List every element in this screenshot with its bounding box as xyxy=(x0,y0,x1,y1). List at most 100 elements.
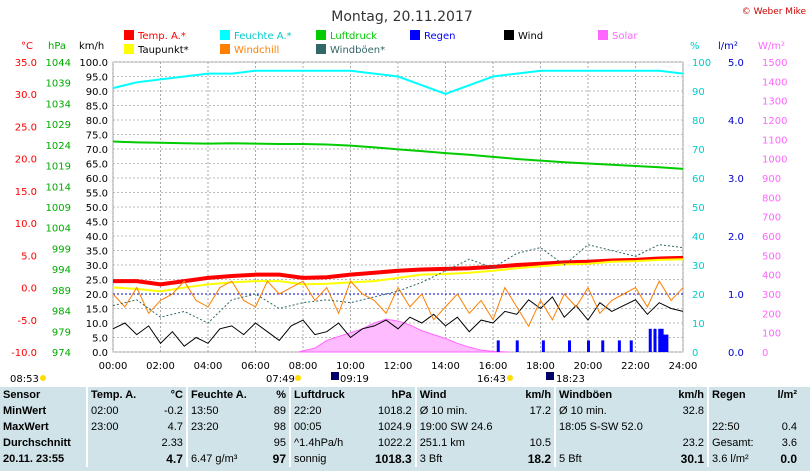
summary-cell-t_val: 4.7 xyxy=(166,452,183,466)
tick-label-humidity_pct: 90 xyxy=(692,87,705,98)
col-gust-unit: km/h xyxy=(678,389,705,401)
rain-bar xyxy=(665,334,669,352)
summary-cell-label: Durchschnitt xyxy=(3,437,71,449)
legend-swatch xyxy=(220,44,230,54)
summary-cell-r_val: 3.6 xyxy=(781,437,797,449)
summary-cell-g_desc: 18:05 S-SW 52.0 xyxy=(554,419,668,435)
rain-bar xyxy=(515,340,519,352)
tick-label-speed_kmh: 100.0 xyxy=(79,58,108,69)
tick-label-speed_kmh: 25.0 xyxy=(86,276,108,287)
summary-cell-p_val: 1018.3 xyxy=(374,452,412,466)
col-wind-unit: km/h xyxy=(525,389,552,401)
tick-label-speed_kmh: 50.0 xyxy=(86,203,108,214)
col-wind: Wind xyxy=(414,387,515,403)
summary-cell-p_val: 1022.2 xyxy=(378,437,412,449)
summary-cell-p_time: 00:05 xyxy=(289,419,362,435)
summary-cell-w_val xyxy=(515,419,556,435)
tick-label-pressure_hpa: 999 xyxy=(52,244,71,255)
tick-label-humidity_pct: 70 xyxy=(692,145,705,156)
legend-swatch xyxy=(316,44,326,54)
tick-label-speed_kmh: 5.0 xyxy=(92,334,108,345)
summary-cell-r_val xyxy=(768,403,800,419)
summary-cell-r_val: 0.0 xyxy=(780,452,797,466)
tick-label-temp_c: 0.0 xyxy=(21,284,37,295)
tick-label-speed_kmh: 30.0 xyxy=(86,261,108,272)
tick-label-temp_c: 25.0 xyxy=(15,122,37,133)
legend-swatch xyxy=(124,30,134,40)
x-tick-label: 12:00 xyxy=(384,361,413,372)
summary-cell-t_time: 23:00 xyxy=(86,419,152,435)
summary-cell-p_val: 1024.9 xyxy=(378,421,412,433)
sun-icon xyxy=(40,375,46,381)
x-tick-label: 06:00 xyxy=(241,361,270,372)
tick-label-rain_lm2: 0.0 xyxy=(728,348,744,359)
tick-label-pressure_hpa: 1029 xyxy=(46,120,71,131)
legend-label: Taupunkt* xyxy=(137,45,189,56)
tick-label-pressure_hpa: 974 xyxy=(52,348,71,359)
x-tick-label: 16:00 xyxy=(479,361,508,372)
tick-label-temp_c: 5.0 xyxy=(21,251,37,262)
summary-cell-g_val: 30.1 xyxy=(680,452,705,466)
summary-cell-g_val xyxy=(668,419,709,435)
chart-title: Montag, 20.11.2017 xyxy=(331,9,473,25)
summary-cell-r_time: 3.6 l/m² xyxy=(707,451,769,467)
legend-label: Windböen* xyxy=(330,45,385,56)
tick-label-solar_wm2: 400 xyxy=(762,271,781,282)
summary-cell-h_val: 95 xyxy=(273,437,286,449)
summary-cell-w_desc: 19:00 SW 24.6 xyxy=(414,419,515,435)
axis-unit-humidity: % xyxy=(690,41,700,52)
legend-swatch xyxy=(598,30,608,40)
tick-label-solar_wm2: 1300 xyxy=(762,97,787,108)
series-wind xyxy=(112,296,684,347)
summary-cell-r_time: 22:50 xyxy=(707,419,769,435)
series-temp-a- xyxy=(113,255,684,287)
summary-table: Sensor Temp. A. °C Feuchte A. % Luftdruc… xyxy=(0,387,810,471)
tick-label-speed_kmh: 20.0 xyxy=(86,290,108,301)
tick-label-temp_c: 35.0 xyxy=(15,58,37,69)
tick-label-solar_wm2: 1000 xyxy=(762,155,787,166)
tick-label-humidity_pct: 80 xyxy=(692,116,705,127)
rain-bar xyxy=(653,328,657,352)
tick-label-pressure_hpa: 1044 xyxy=(46,58,71,69)
tick-label-temp_c: 10.0 xyxy=(15,219,37,230)
tick-label-solar_wm2: 1100 xyxy=(762,135,787,146)
tick-label-speed_kmh: 0.0 xyxy=(92,348,108,359)
summary-cell-h_val: 89 xyxy=(273,405,286,417)
tick-label-temp_c: -10.0 xyxy=(11,348,37,359)
tick-label-speed_kmh: 40.0 xyxy=(86,232,108,243)
tick-label-pressure_hpa: 994 xyxy=(52,265,71,276)
x-tick-label: 08:00 xyxy=(289,361,318,372)
tick-label-pressure_hpa: 1034 xyxy=(46,99,71,110)
legend-swatch xyxy=(410,30,420,40)
tick-label-humidity_pct: 0 xyxy=(692,348,698,359)
tick-label-rain_lm2: 4.0 xyxy=(728,116,744,127)
summary-cell-t_val: -0.2 xyxy=(163,405,183,417)
tick-label-solar_wm2: 1200 xyxy=(762,116,787,127)
tick-label-humidity_pct: 100 xyxy=(692,58,711,69)
x-tick-label: 22:00 xyxy=(621,361,650,372)
summary-cell-t_time xyxy=(86,451,152,467)
tick-label-temp_c: 30.0 xyxy=(15,90,37,101)
summary-cell-label: 20.11. 23:55 xyxy=(3,453,65,465)
series-solar xyxy=(298,318,510,353)
legend-label: Wind xyxy=(518,31,543,42)
summary-cell-w_desc: Ø 10 min. xyxy=(414,403,515,419)
summary-cell-h_time: 13:50 xyxy=(185,403,265,419)
tick-label-humidity_pct: 40 xyxy=(692,232,705,243)
legend-swatch xyxy=(124,44,134,54)
rain-bar xyxy=(658,328,662,352)
x-tick-label: 00:00 xyxy=(99,361,128,372)
tick-label-speed_kmh: 15.0 xyxy=(86,305,108,316)
tick-label-rain_lm2: 5.0 xyxy=(728,58,744,69)
rain-bar xyxy=(587,340,590,352)
rain-bar xyxy=(601,340,605,352)
rain-bar xyxy=(496,340,500,352)
x-tick-label: 20:00 xyxy=(574,361,603,372)
series-taupunkt- xyxy=(112,258,684,293)
summary-cell-t_time xyxy=(86,435,152,451)
x-tick-label: 02:00 xyxy=(146,361,175,372)
rain-bar xyxy=(568,340,571,352)
summary-cell-g_val: 23.2 xyxy=(682,437,705,449)
tick-label-speed_kmh: 85.0 xyxy=(86,102,108,113)
rain-bar xyxy=(629,340,633,352)
